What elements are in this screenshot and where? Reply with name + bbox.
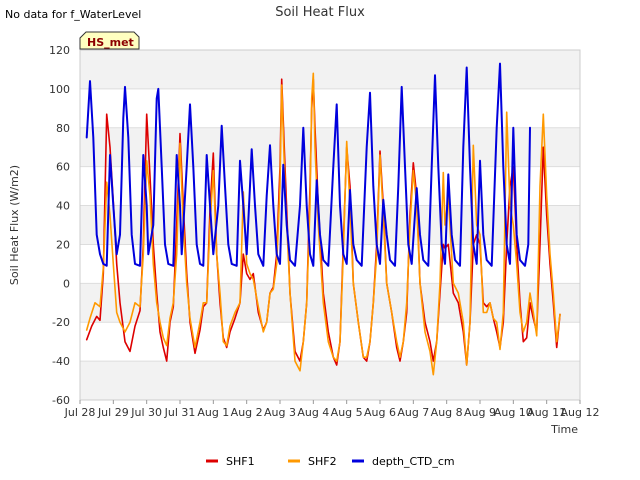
y-tick-label: 100 (49, 83, 70, 96)
plot-frame (79, 49, 581, 401)
y-tick-label: 120 (49, 44, 70, 57)
y-tick-label: -20 (52, 316, 70, 329)
series-line-depth-ctd-cm (85, 62, 531, 267)
x-tick-label: Aug 8 (431, 406, 463, 419)
plot-band (80, 283, 580, 323)
x-tick-label: Aug 7 (397, 406, 429, 419)
x-axis-label: Time (550, 423, 578, 436)
y-axis-label: Soil Heat Flux (W/m2) (8, 165, 21, 285)
y-tick-label: 40 (56, 200, 70, 213)
no-data-note: No data for f_WaterLevel (5, 8, 141, 21)
x-tick-label: Jul 31 (164, 406, 196, 419)
y-tick-label: 0 (63, 277, 70, 290)
x-tick-label: Aug 1 (197, 406, 229, 419)
x-tick-label: Aug 3 (264, 406, 296, 419)
y-tick-label: -60 (52, 394, 70, 407)
badge-label: HS_met (87, 36, 134, 49)
x-tick-label: Aug 2 (231, 406, 263, 419)
x-tick-label: Aug 5 (331, 406, 363, 419)
plot-bands (80, 50, 580, 400)
x-tick-label: Aug 12 (561, 406, 600, 419)
x-tick-label: Jul 28 (64, 406, 96, 419)
legend-entry: SHF1 (226, 455, 255, 468)
y-tick-label: 20 (56, 238, 70, 251)
badge-shape (79, 31, 140, 50)
chart-title: Soil Heat Flux (275, 5, 365, 20)
x-tick-label: Aug 9 (464, 406, 496, 419)
y-tick-label: 80 (56, 122, 70, 135)
x-tick-label: Aug 6 (364, 406, 396, 419)
plot-band (80, 50, 580, 89)
series-lines (85, 62, 561, 376)
x-tick-label: Aug 10 (494, 406, 533, 419)
legend-entry: depth_CTD_cm (372, 455, 455, 468)
x-tick-label: Aug 11 (527, 406, 566, 419)
x-tick-label: Jul 29 (97, 406, 129, 419)
y-tick-label: -40 (52, 355, 70, 368)
x-tick-label: Jul 30 (130, 406, 162, 419)
series-line-shf2 (85, 72, 561, 376)
legend-entry: SHF2 (308, 455, 337, 468)
x-tick-label: Aug 4 (297, 406, 329, 419)
legend: SHF1 SHF2 depth_CTD_cm (206, 455, 455, 468)
plot-band (80, 361, 580, 400)
y-axis-ticks: -60 -40 -20 0 20 40 60 80 100 120 (49, 44, 70, 407)
hs-met-badge: HS_met (79, 31, 140, 50)
y-tick-label: 60 (56, 161, 70, 174)
